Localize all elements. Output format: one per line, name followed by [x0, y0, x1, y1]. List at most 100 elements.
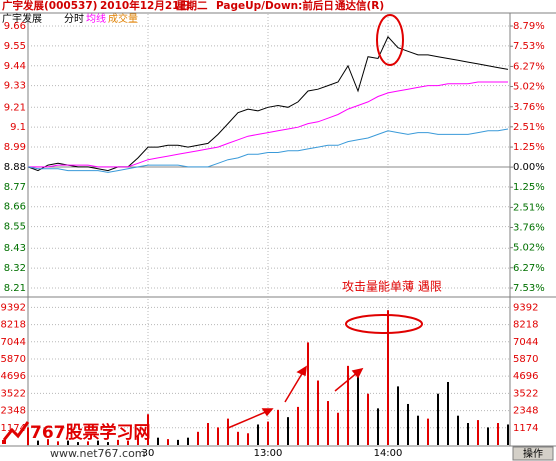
- volume-bar: [447, 381, 449, 445]
- y2-tick-label: 8.79%: [513, 21, 545, 32]
- y-tick-label: 3522: [1, 388, 26, 399]
- y-tick-label: 9.21: [4, 102, 26, 113]
- volume-bar: [387, 310, 389, 445]
- volume-bar: [247, 433, 249, 445]
- volume-bar: [87, 441, 89, 445]
- volume-bar: [317, 380, 319, 445]
- legend-title: 广宇发展: [2, 12, 42, 25]
- volume-bar: [287, 417, 289, 445]
- y-tick-label: 8.21: [4, 283, 26, 294]
- operate-button[interactable]: [512, 446, 554, 461]
- y-tick-label: 8.99: [4, 142, 26, 153]
- y-tick-label: 9.44: [4, 61, 26, 72]
- y2-tick-label: 0.00%: [513, 162, 545, 173]
- volume-bar: [457, 415, 459, 445]
- arrow-head: [296, 365, 307, 377]
- volume-bar: [227, 418, 229, 445]
- stock-title: 广宇发展(000537): [2, 0, 97, 12]
- volume-bar: [487, 427, 489, 445]
- y-tick-label: 8.88: [4, 162, 26, 173]
- y2-tick-label: 3522: [513, 388, 538, 399]
- x-tick-label: 13:00: [254, 448, 283, 459]
- volume-bar: [467, 423, 469, 445]
- volume-bar: [337, 412, 339, 445]
- y2-tick-label: 5.02%: [513, 243, 545, 254]
- volume-bar: [497, 423, 499, 445]
- volume-bar: [37, 440, 39, 445]
- volume-bar: [237, 431, 239, 445]
- date: 2010年12月21日: [100, 0, 190, 12]
- y2-tick-label: 2348: [513, 406, 538, 417]
- x-tick-label: 14:00: [374, 448, 403, 459]
- y2-tick-label: 9392: [513, 302, 538, 313]
- price-line: [27, 128, 509, 173]
- volume-bar: [57, 441, 59, 445]
- legend-entry: 成交量: [108, 12, 138, 25]
- y2-tick-label: 7044: [513, 337, 538, 348]
- y2-tick-label: 3.76%: [513, 102, 545, 113]
- y-tick-label: 9.33: [4, 81, 26, 92]
- volume-bar: [347, 365, 349, 445]
- y2-tick-label: 1174: [513, 423, 538, 434]
- page-hint: PageUp/Down:前后日: [216, 0, 334, 12]
- y-tick-label: 9392: [1, 302, 26, 313]
- volume-bar: [177, 439, 179, 445]
- volume-bar: [307, 342, 309, 445]
- arrow: [227, 410, 269, 429]
- volume-bar: [117, 439, 119, 445]
- y2-tick-label: 7.53%: [513, 283, 545, 294]
- legend: 分时 均线 成交量: [64, 12, 138, 25]
- volume-bar: [157, 437, 159, 445]
- volume-bar: [377, 408, 379, 445]
- volume-bar: [147, 414, 149, 445]
- y-tick-label: 9.66: [4, 21, 26, 32]
- arrow: [334, 371, 359, 392]
- y-tick-label: 7044: [1, 337, 26, 348]
- operate-button-label[interactable]: 操作: [523, 447, 543, 460]
- volume-bar: [477, 420, 479, 445]
- volume-bar: [97, 440, 99, 445]
- legend-entry: 分时: [64, 13, 84, 25]
- y2-tick-label: 4696: [513, 371, 538, 382]
- arrow-head: [351, 367, 364, 379]
- logo: [2, 421, 30, 441]
- y2-tick-label: 3.76%: [513, 222, 545, 233]
- y-tick-label: 5870: [1, 354, 26, 365]
- arrow: [284, 371, 304, 403]
- volume-circle: [345, 314, 423, 334]
- volume-bar: [507, 424, 509, 445]
- volume-bar: [27, 427, 29, 445]
- price-panel: 9.66 9.55 9.44 9.33 9.21 9.1 8.99 8.88 8.77 8.66 8…: [4, 14, 545, 445]
- y-tick-label: 8.32: [4, 263, 26, 274]
- y2-tick-label: 1.25%: [513, 182, 545, 193]
- watermark: 767股票学习网 www.net767.com: [2, 421, 151, 460]
- y-tick-label: 8.66: [4, 202, 26, 213]
- volume-bar: [77, 442, 79, 445]
- x-tick-label: 30: [142, 448, 155, 459]
- volume-bar: [427, 418, 429, 445]
- y-tick-label: 1174: [1, 423, 26, 434]
- volume-bar: [137, 436, 139, 445]
- y2-tick-label: 6.27%: [513, 263, 545, 274]
- y2-tick-label: 5.02%: [513, 82, 545, 93]
- arrows: [227, 365, 364, 429]
- legend-entry: 均线: [86, 12, 106, 25]
- y-tick-label: 4696: [1, 371, 26, 382]
- y-tick-label: 9.1: [10, 122, 26, 133]
- y2-tick-label: 5870: [513, 354, 538, 365]
- volume-bar: [107, 442, 109, 445]
- volume-bar: [267, 421, 269, 445]
- volume-bar: [277, 409, 279, 445]
- volume-bar: [127, 440, 129, 445]
- volume-bar: [367, 393, 369, 445]
- watermark-url: www.net767.com: [50, 447, 146, 460]
- y-tick-label: 2348: [1, 406, 26, 417]
- y2-tick-label: 6.27%: [513, 61, 545, 72]
- volume-bar: [67, 440, 69, 445]
- y-tick-label: 9.55: [4, 41, 26, 52]
- weekday: 星期二: [176, 0, 208, 12]
- volume-bar: [257, 424, 259, 445]
- y2-tick-label: 8218: [513, 320, 538, 331]
